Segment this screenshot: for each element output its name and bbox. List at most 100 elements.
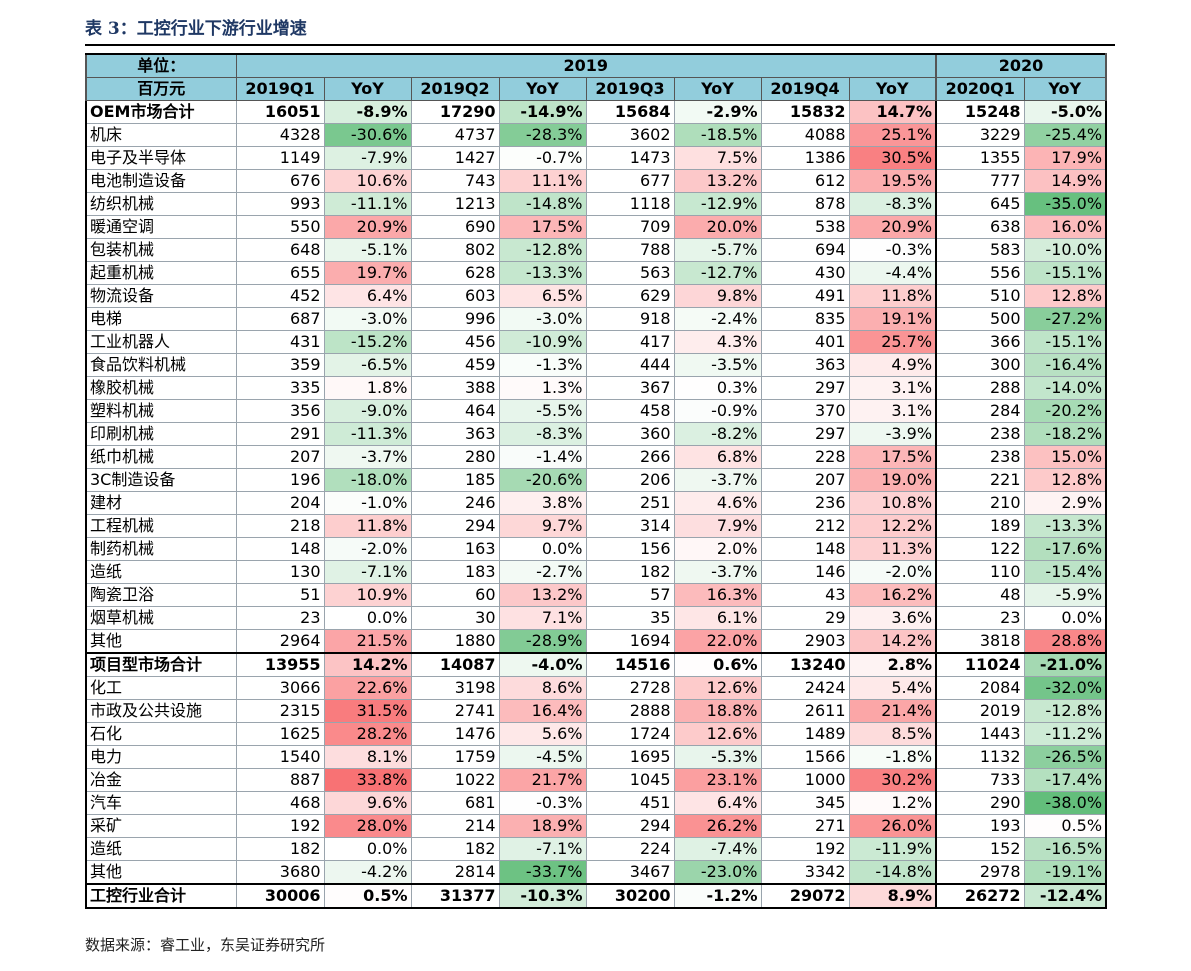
value-cell: 468: [235, 791, 325, 815]
yoy-cell: 0.3%: [673, 376, 762, 400]
table-row: 包装机械 648 -5.1% 802 -12.8% 788 -5.7% 694 -0.3% 583…: [85, 238, 1108, 262]
value-cell: 464: [410, 399, 500, 423]
table-row: 造纸 182 0.0% 182 -7.1% 224 -7.4% 192 -11.9% 152 -16…: [85, 837, 1108, 861]
value-cell: 1473: [585, 146, 675, 170]
value-cell: 210: [935, 491, 1025, 515]
table-row: OEM市场合计 16051 -8.9% 17290 -14.9% 15684 -2.9% 15…: [85, 100, 1108, 124]
value-cell: 110: [935, 560, 1025, 584]
yoy-cell: 6.8%: [673, 445, 762, 469]
yoy-cell: 16.3%: [673, 583, 762, 607]
yoy-cell: 15.0%: [1023, 445, 1108, 469]
table-row: 采矿 192 28.0% 214 18.9% 294 26.2% 271 26.0% 193 0.5…: [85, 814, 1108, 838]
table-row: 电梯 687 -3.0% 996 -3.0% 918 -2.4% 835 19.1% 500 -27…: [85, 307, 1108, 331]
value-cell: 451: [585, 791, 675, 815]
yoy-cell: 30.5%: [848, 146, 937, 170]
unit-value: 百万元: [85, 77, 237, 101]
value-cell: 207: [235, 445, 325, 469]
yoy-cell: -17.4%: [1023, 768, 1108, 792]
table-row: 市政及公共设施 2315 31.5% 2741 16.4% 2888 18.8% 2611 21…: [85, 699, 1108, 723]
value-cell: 681: [410, 791, 500, 815]
value-cell: 163: [410, 537, 500, 561]
value-cell: 15248: [935, 100, 1025, 124]
value-cell: 459: [410, 353, 500, 377]
yoy-cell: -5.1%: [323, 238, 412, 262]
value-cell: 563: [585, 261, 675, 285]
value-cell: 290: [935, 791, 1025, 815]
value-cell: 356: [235, 399, 325, 423]
table-row: 电池制造设备 676 10.6% 743 11.1% 677 13.2% 612 19.5% 77…: [85, 169, 1108, 193]
yoy-cell: 12.8%: [1023, 284, 1108, 308]
yoy-cell: -3.5%: [673, 353, 762, 377]
value-cell: 48: [935, 583, 1025, 607]
table-title: 表 3：工控行业下游行业增速: [85, 19, 307, 39]
yoy-cell: 31.5%: [323, 699, 412, 723]
table-row: 物流设备 452 6.4% 603 6.5% 629 9.8% 491 11.8% 510 12.8…: [85, 284, 1108, 308]
value-cell: 1695: [585, 745, 675, 769]
table-row: 纺织机械 993 -11.1% 1213 -14.8% 1118 -12.9% 878 -8.3…: [85, 192, 1108, 216]
yoy-cell: 19.5%: [848, 169, 937, 193]
yoy-cell: -11.1%: [323, 192, 412, 216]
value-cell: 1022: [410, 768, 500, 792]
value-cell: 284: [935, 399, 1025, 423]
table-row: 其他 3680 -4.2% 2814 -33.7% 3467 -23.0% 3342 -14.8…: [85, 860, 1108, 885]
row-label: 纺织机械: [85, 192, 237, 216]
value-cell: 192: [760, 837, 850, 861]
value-cell: 788: [585, 238, 675, 262]
table-row: 汽车 468 9.6% 681 -0.3% 451 6.4% 345 1.2% 290 -38.0%: [85, 791, 1108, 815]
yoy-cell: 2.0%: [673, 537, 762, 561]
yoy-cell: -12.4%: [1023, 883, 1108, 909]
value-cell: 388: [410, 376, 500, 400]
yoy-cell: -1.8%: [848, 745, 937, 769]
yoy-cell: 33.8%: [323, 768, 412, 792]
value-cell: 31377: [410, 883, 500, 909]
yoy-cell: -4.2%: [323, 860, 412, 885]
value-cell: 2611: [760, 699, 850, 723]
value-cell: 363: [760, 353, 850, 377]
table-row: 食品饮料机械 359 -6.5% 459 -1.3% 444 -3.5% 363 4.9% 300…: [85, 353, 1108, 377]
yoy-cell: -14.8%: [498, 192, 587, 216]
value-cell: 15684: [585, 100, 675, 124]
value-cell: 212: [760, 514, 850, 538]
value-cell: 192: [235, 814, 325, 838]
value-cell: 1759: [410, 745, 500, 769]
value-cell: 3342: [760, 860, 850, 885]
yoy-cell: 1.2%: [848, 791, 937, 815]
yoy-cell: -2.4%: [673, 307, 762, 331]
yoy-cell: -1.4%: [498, 445, 587, 469]
value-cell: 182: [585, 560, 675, 584]
data-table: 单位： 2019 2020 百万元 2019Q1 YoY 2019Q2 YoY 2019…: [85, 53, 1108, 909]
value-cell: 1386: [760, 146, 850, 170]
yoy-cell: 16.4%: [498, 699, 587, 723]
table-row: 造纸 130 -7.1% 183 -2.7% 182 -3.7% 146 -2.0% 110 -15…: [85, 560, 1108, 584]
row-label: OEM市场合计: [85, 100, 237, 124]
yoy-cell: 5.4%: [848, 676, 937, 700]
yoy-cell: 4.9%: [848, 353, 937, 377]
yoy-cell: 14.7%: [848, 100, 937, 124]
value-cell: 251: [585, 491, 675, 515]
value-cell: 224: [585, 837, 675, 861]
value-cell: 2741: [410, 699, 500, 723]
value-cell: 300: [935, 353, 1025, 377]
yoy-cell: -30.6%: [323, 123, 412, 147]
yoy-cell: 12.2%: [848, 514, 937, 538]
value-cell: 60: [410, 583, 500, 607]
yoy-cell: -28.9%: [498, 629, 587, 654]
row-label: 建材: [85, 491, 237, 515]
yoy-cell: 30.2%: [848, 768, 937, 792]
yoy-cell: -5.9%: [1023, 583, 1108, 607]
row-label: 制药机械: [85, 537, 237, 561]
yoy-cell: -15.4%: [1023, 560, 1108, 584]
yoy-cell: -0.3%: [848, 238, 937, 262]
value-cell: 221: [935, 468, 1025, 492]
table-row: 塑料机械 356 -9.0% 464 -5.5% 458 -0.9% 370 3.1% 284 -2…: [85, 399, 1108, 423]
value-cell: 152: [935, 837, 1025, 861]
row-label: 工控行业合计: [85, 883, 237, 909]
value-cell: 458: [585, 399, 675, 423]
table-row: 纸巾机械 207 -3.7% 280 -1.4% 266 6.8% 228 17.5% 238 15…: [85, 445, 1108, 469]
value-cell: 23: [935, 606, 1025, 630]
value-cell: 185: [410, 468, 500, 492]
yoy-cell: 3.1%: [848, 376, 937, 400]
yoy-cell: 12.6%: [673, 722, 762, 746]
yoy-cell: -10.0%: [1023, 238, 1108, 262]
yoy-cell: 13.2%: [673, 169, 762, 193]
